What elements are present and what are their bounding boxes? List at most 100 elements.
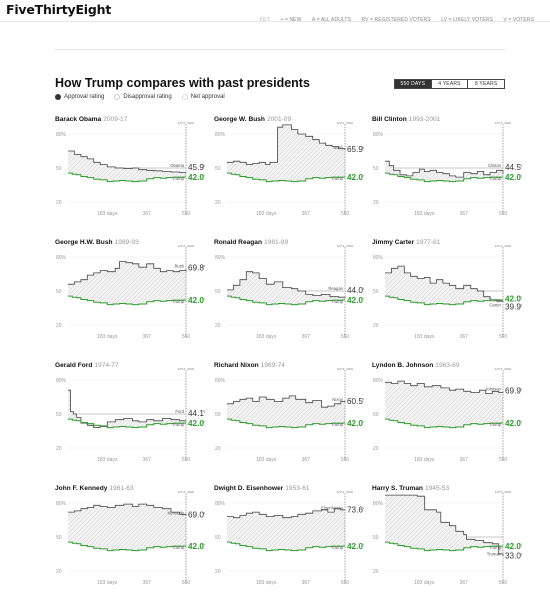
president-panel[interactable]: Ronald Reagan 1981-89 80% 50 20 DAY 550 183 da… [214, 239, 364, 349]
section-divider [54, 49, 505, 50]
y-tick-label: 50 [215, 535, 221, 541]
toggle-550-days[interactable]: 550 DAYS [395, 80, 431, 88]
president-line [385, 265, 504, 303]
panel-header: Ronald Reagan 1981-89 [214, 239, 288, 246]
trump-end-name: Trump [489, 545, 502, 550]
president-end-name: Nixon [332, 397, 343, 402]
president-panel[interactable]: John F. Kennedy 1961-63 80% 50 20 DAY 550 183 … [55, 485, 205, 595]
site-logo[interactable]: FiveThirtyEight [6, 2, 112, 17]
trump-end-value: 42.0 [505, 542, 521, 551]
president-panel[interactable]: Richard Nixon 1969-74 80% 50 20 DAY 550 183 da… [214, 362, 364, 472]
president-chart: 80% 50 20 DAY 550 183 days 367 550 Bush 65.9% Tru… [215, 122, 364, 217]
x-tick-label: 550 [341, 211, 350, 217]
president-panel[interactable]: George H.W. Bush 1989-93 80% 50 20 DAY 550 183… [55, 239, 205, 349]
president-end-value: 45.9 [188, 163, 204, 172]
gap-area [385, 161, 503, 182]
president-name: John F. Kennedy [55, 485, 108, 492]
x-tick-label: 183 days [256, 211, 277, 217]
president-chart: 80% 50 20 DAY 550 183 days 367 550 Obama 45.9% Tr… [56, 122, 205, 217]
president-chart: 80% 50 20 DAY 550 183 days 367 550 Eisenhower 73… [215, 491, 364, 586]
trump-line [385, 541, 503, 552]
y-tick-label: 20 [215, 323, 221, 329]
y-tick-label: 80% [56, 255, 67, 261]
x-tick-label: 183 days [97, 580, 118, 586]
president-name: Ronald Reagan [214, 239, 262, 246]
x-tick-label: 183 days [97, 211, 118, 217]
trump-end-name: Trump [172, 299, 185, 304]
x-tick-label: 183 days [414, 457, 435, 463]
y-tick-label: 20 [56, 200, 62, 206]
president-years: 1974-77 [94, 362, 119, 369]
key-registered-voters: RV = REGISTERED VOTERS [361, 17, 431, 23]
y-tick-label: 50 [373, 535, 379, 541]
x-tick-label: 550 [182, 334, 191, 340]
day-marker-label: DAY 550 [495, 368, 512, 371]
president-panel[interactable]: Bill Clinton 1993-2001 80% 50 20 DAY 550 183 d… [372, 116, 522, 226]
y-tick-label: 20 [215, 569, 221, 575]
legend-approval[interactable]: Approval rating [55, 94, 104, 100]
president-line [68, 261, 187, 285]
legend-net[interactable]: Net approval [181, 94, 225, 100]
key-voters: V = VOTERS [503, 17, 534, 23]
panel-header: Gerald Ford 1974-77 [55, 362, 119, 369]
x-tick-label: 550 [341, 334, 350, 340]
president-end-name: Carter [489, 302, 501, 307]
president-panel[interactable]: Jimmy Carter 1977-81 80% 50 20 DAY 550 183 day… [372, 239, 522, 349]
president-chart: 80% 50 20 DAY 550 183 days 367 550 Ford 44.1% Tru… [56, 368, 205, 463]
x-tick-label: 367 [302, 580, 311, 586]
x-tick-label: 367 [302, 457, 311, 463]
y-tick-label: 80% [215, 501, 226, 507]
president-end-unit: % [520, 551, 522, 556]
y-tick-label: 80% [56, 501, 67, 507]
key-likely-voters: LV = LIKELY VOTERS [441, 17, 493, 23]
legend-disapproval[interactable]: Disapproval rating [114, 94, 172, 100]
trump-end-unit: % [520, 294, 522, 299]
president-chart: 80% 50 20 DAY 550 183 days 367 550 Johnson69.9%… [373, 368, 522, 463]
y-tick-label: 50 [215, 412, 221, 418]
trump-end-name: Trump [331, 422, 344, 427]
president-end-value: 69.0 [188, 510, 204, 519]
toggle-8-years[interactable]: 8 YEARS [467, 80, 505, 88]
president-years: 1953-61 [285, 485, 310, 492]
president-end-value: 44.0 [347, 286, 363, 295]
panel-header: Barack Obama 2009-17 [55, 116, 127, 123]
trump-end-unit: % [362, 173, 364, 178]
panel-header: Richard Nixon 1969-74 [214, 362, 285, 369]
gap-area [68, 390, 186, 428]
day-marker-label: DAY 550 [495, 122, 512, 125]
president-end-value: 39.9 [505, 302, 521, 311]
y-tick-label: 50 [373, 166, 379, 172]
president-panel[interactable]: Lyndon B. Johnson 1963-69 80% 50 20 DAY 550 18… [372, 362, 522, 472]
y-tick-label: 80% [373, 255, 384, 261]
president-panel[interactable]: George W. Bush 2001-09 80% 50 20 DAY 550 183 d… [214, 116, 364, 226]
x-tick-label: 550 [341, 580, 350, 586]
president-end-value: 44.1 [188, 409, 204, 418]
trump-end-value: 42.0 [347, 419, 363, 428]
y-tick-label: 50 [56, 412, 62, 418]
president-years: 2001-09 [266, 116, 292, 123]
president-end-name: Ford [175, 409, 184, 414]
trump-line [68, 541, 186, 552]
president-end-unit: % [520, 386, 522, 391]
x-tick-label: 550 [182, 457, 191, 463]
president-end-name: Johnson [485, 386, 502, 391]
trump-line [227, 172, 345, 183]
president-panel[interactable]: Harry S. Truman 1945-53 80% 50 20 DAY 550 183 … [372, 485, 522, 595]
x-tick-label: 367 [143, 211, 152, 217]
trump-end-value: 42.0 [505, 294, 521, 303]
legend-approval-label: Approval rating [64, 94, 105, 100]
president-end-name: Obama [170, 163, 184, 168]
president-panel[interactable]: Gerald Ford 1974-77 80% 50 20 DAY 550 183 days… [55, 362, 205, 472]
president-panel[interactable]: Barack Obama 2009-17 80% 50 20 DAY 550 183 day… [55, 116, 205, 226]
x-tick-label: 550 [499, 580, 508, 586]
president-name: Richard Nixon [214, 362, 259, 369]
x-tick-label: 183 days [256, 580, 277, 586]
trump-end-value: 42.0 [188, 419, 204, 428]
toggle-4-years[interactable]: 4 YEARS [430, 80, 468, 88]
y-tick-label: 80% [373, 501, 384, 507]
panel-header: Lyndon B. Johnson 1963-69 [372, 362, 460, 369]
president-years: 1945-53 [424, 485, 450, 492]
trump-end-unit: % [520, 173, 522, 178]
president-end-name: Kennedy [167, 510, 184, 515]
president-panel[interactable]: Dwight D. Eisenhower 1953-61 80% 50 20 DAY 55… [214, 485, 364, 595]
